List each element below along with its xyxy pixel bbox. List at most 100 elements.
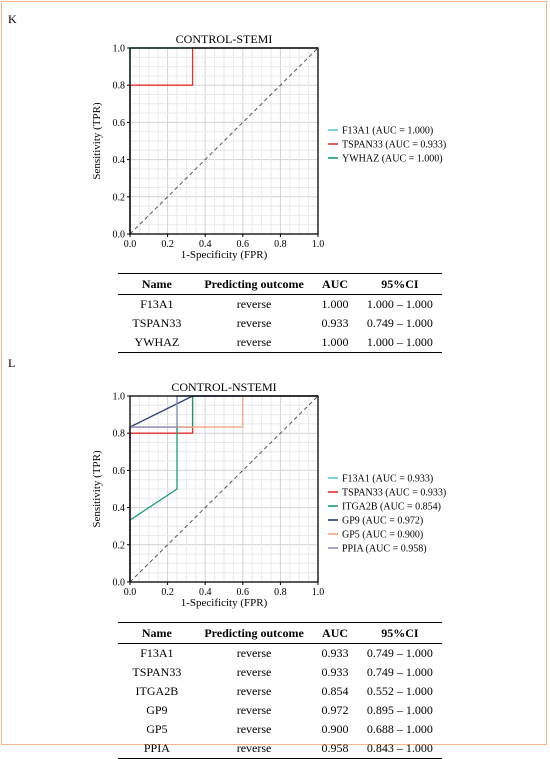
table-cell: reverse (236, 297, 272, 311)
y-tick-label: 0.0 (113, 578, 126, 589)
x-axis-label-k: 1-Specificity (FPR) (181, 249, 268, 261)
table-cell: 1.000 – 1.000 (357, 333, 442, 353)
x-axis-label-l: 1-Specificity (FPR) (181, 597, 268, 609)
x-tick-label: 0.0 (124, 587, 137, 598)
reference-diagonal-k (129, 47, 319, 235)
x-tick-label: 0.6 (237, 587, 250, 598)
table-cell: 0.749 – 1.000 (366, 646, 433, 660)
table-cell: 1.000 – 1.000 (366, 297, 433, 311)
table-row: YWHAZ reverse 1.000 1.000 – 1.000 (118, 333, 442, 353)
y-tick-label: 0.2 (113, 192, 126, 203)
table-cell: reverse (236, 665, 272, 679)
table-header: Predicting outcome (195, 622, 313, 644)
table-cell: PPIA (118, 739, 196, 759)
legend-entry: TSPAN33 (AUC = 0.933) (342, 488, 446, 499)
y-axis-label-l: Sensitivity (TPR) (91, 450, 103, 528)
y-tick-label: 0.6 (113, 466, 126, 477)
table-cell: YWHAZ (118, 333, 196, 353)
legend-entry: YWHAZ (AUC = 1.000) (342, 154, 443, 165)
grid-k (129, 47, 319, 235)
table-header: 95%CI (357, 273, 442, 295)
y-tick-label: 0.6 (113, 118, 126, 129)
y-tick-label: 1.0 (113, 392, 126, 403)
table-cell: 0.933 (321, 665, 349, 679)
table-cell: 0.688 – 1.000 (366, 722, 433, 736)
table-cell: 0.749 – 1.000 (366, 665, 433, 679)
x-tick-label: 1.0 (312, 239, 325, 250)
table-cell: 0.843 – 1.000 (357, 739, 442, 759)
y-axis-label-k: Sensitivity (TPR) (91, 102, 103, 180)
y-tick-label: 0.8 (113, 81, 126, 92)
table-cell: reverse (236, 722, 272, 736)
y-tick-label: 1.0 (113, 44, 126, 55)
legend-entry: ITGA2B (AUC = 0.854) (342, 502, 441, 513)
reference-diagonal-l (129, 395, 319, 583)
table-cell: reverse (195, 739, 313, 759)
table-cell: 0.552 – 1.000 (366, 684, 433, 698)
table-cell: reverse (236, 703, 272, 717)
x-tick-label: 0.8 (274, 239, 287, 250)
table-cell: F13A1 (140, 297, 174, 311)
auc-table-l: Name Predicting outcome AUC 95%CI F13A1 rever… (118, 622, 442, 759)
chart-title-k: CONTROL-STEMI (176, 32, 273, 46)
table-row: PPIA reverse 0.958 0.843 – 1.000 (118, 739, 442, 759)
table-header: Name (118, 622, 196, 644)
table-cell: 0.958 (312, 739, 358, 759)
y-tick-label: 0.0 (113, 230, 126, 241)
x-tick-label: 0.2 (161, 239, 174, 250)
panel-letter-k: K (8, 12, 17, 26)
table-row: F13A1 reverse 0.933 0.749 – 1.000 (118, 644, 442, 664)
table-cell: GP5 (146, 722, 168, 736)
table-cell: reverse (236, 684, 272, 698)
table-cell: 0.933 (321, 646, 349, 660)
chart-title-l: CONTROL-NSTEMI (171, 380, 276, 394)
table-cell: 0.895 – 1.000 (366, 703, 433, 717)
table-header: Name (118, 273, 196, 295)
table-cell: reverse (236, 316, 272, 330)
table-row: ITGA2B reverse 0.854 0.552 – 1.000 (118, 682, 442, 701)
table-cell: 0.749 – 1.000 (366, 316, 433, 330)
y-tick-label: 0.2 (113, 540, 126, 551)
legend-entry: GP9 (AUC = 0.972) (342, 516, 423, 527)
table-cell: 0.933 (321, 316, 349, 330)
table-row: TSPAN33 reverse 0.933 0.749 – 1.000 (118, 314, 442, 333)
x-tick-label: 0.4 (199, 239, 212, 250)
legend-entry: PPIA (AUC = 0.958) (342, 544, 427, 555)
plot-border-l (129, 395, 319, 583)
table-cell: 0.900 (321, 722, 349, 736)
table-header: Predicting outcome (195, 273, 313, 295)
table-cell: GP9 (146, 703, 168, 717)
y-tick-label: 0.4 (113, 503, 126, 514)
table-cell: F13A1 (140, 646, 174, 660)
roc-chart-l: CONTROL-NSTEMI 0.0 0.2 0.4 0.6 0.8 1.0 0.0 0.2 0.… (91, 380, 446, 609)
x-tick-label: 0.0 (124, 239, 137, 250)
table-header: 95%CI (357, 622, 442, 644)
table-header: AUC (312, 273, 358, 295)
table-row: F13A1 reverse 1.000 1.000 – 1.000 (118, 295, 442, 315)
table-row: GP9 reverse 0.972 0.895 – 1.000 (118, 701, 442, 720)
panel-letter-l: L (8, 356, 16, 370)
x-tick-label: 0.4 (199, 587, 212, 598)
table-header: AUC (312, 622, 358, 644)
x-tick-label: 0.8 (274, 587, 287, 598)
table-cell: 1.000 (321, 297, 349, 311)
table-cell: 1.000 (312, 333, 358, 353)
table-cell: 0.854 (321, 684, 349, 698)
table-row: TSPAN33 reverse 0.933 0.749 – 1.000 (118, 663, 442, 682)
table-cell: TSPAN33 (132, 316, 182, 330)
table-row: GP5 reverse 0.900 0.688 – 1.000 (118, 720, 442, 739)
table-cell: 0.972 (321, 703, 349, 717)
x-tick-label: 0.6 (237, 239, 250, 250)
legend-entry: F13A1 (AUC = 1.000) (342, 126, 433, 137)
auc-table-k: Name Predicting outcome AUC 95%CI F13A1 rever… (118, 273, 442, 353)
legend-entry: TSPAN33 (AUC = 0.933) (342, 140, 446, 151)
x-tick-label: 1.0 (312, 587, 325, 598)
table-cell: reverse (236, 646, 272, 660)
table-cell: reverse (195, 333, 313, 353)
y-tick-label: 0.4 (113, 155, 126, 166)
table-cell: TSPAN33 (132, 665, 182, 679)
legend-entry: GP5 (AUC = 0.900) (342, 530, 423, 541)
x-tick-label: 0.2 (161, 587, 174, 598)
roc-chart-k: CONTROL-STEMI 0.0 0.2 0.4 0.6 0.8 1.0 0.0 0.2 0.4… (91, 32, 446, 261)
plot-border-k (129, 47, 319, 235)
